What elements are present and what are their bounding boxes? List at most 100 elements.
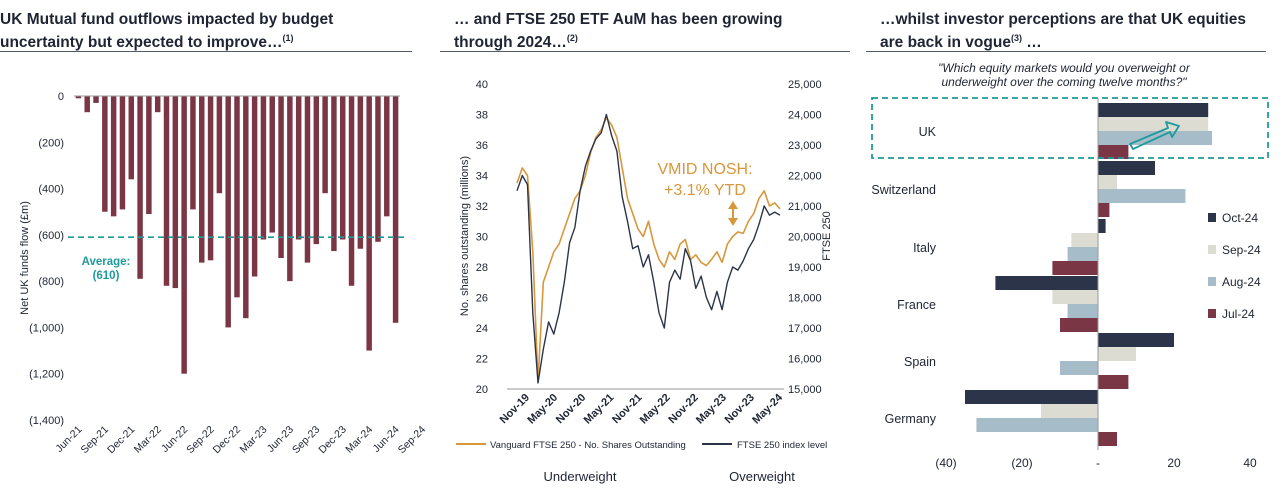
x-tick-label: Dec-23	[316, 424, 349, 457]
left-tick-label: 40	[476, 79, 488, 91]
vmid-annotation-line2: +3.1% YTD	[664, 182, 746, 199]
outflow-bar	[163, 96, 170, 286]
right-axis-label: FTSE 250	[821, 211, 833, 261]
left-tick-label: 26	[476, 293, 488, 305]
market-bar	[1098, 333, 1174, 347]
x-tick-label: Mar-22	[132, 424, 164, 456]
panel1-title: UK Mutual fund outflows impacted by budg…	[0, 10, 333, 52]
outflow-bar	[190, 96, 196, 210]
legend-label: Sep-24	[1222, 243, 1261, 257]
panel1-title-rule	[0, 51, 412, 52]
market-bar	[1098, 145, 1129, 159]
left-tick-label: 22	[476, 354, 488, 366]
x-tick-label: May-22	[638, 392, 673, 427]
outflow-bar	[93, 96, 99, 103]
ftse-line-chart: 20 22 24 26 28 30 32 34 36 38 40 15,000 16,000 17,000…	[456, 79, 833, 484]
outflow-bar	[119, 96, 126, 210]
panel2-title-line2: through 2024…	[454, 34, 567, 52]
vmid-annotation-line1: VMID NOSH:	[657, 161, 752, 178]
average-label: Average:	[82, 256, 131, 268]
legend-swatch	[1208, 245, 1216, 254]
outflow-bar	[278, 96, 284, 258]
market-bar	[1052, 290, 1098, 304]
left-tick-label: 30	[476, 232, 488, 244]
market-bar	[976, 418, 1098, 432]
legend-label: Aug-24	[1222, 275, 1261, 289]
outflow-bar	[243, 96, 249, 319]
left-tick-label: 20	[476, 384, 488, 396]
outflow-bar	[251, 96, 258, 277]
outflow-bar	[322, 96, 328, 194]
x-tick-label: Sep-24	[396, 424, 429, 457]
market-bar	[1098, 175, 1117, 189]
left-tick-label: 38	[476, 110, 488, 122]
category-label: Italy	[913, 241, 937, 255]
y-tick-label: (1,400)	[29, 415, 64, 427]
market-bar	[1098, 432, 1117, 446]
outflow-bar	[181, 96, 187, 374]
left-tick-label: 24	[476, 323, 488, 335]
y-axis-label: Net UK funds flow (£m)	[19, 201, 31, 315]
right-tick-label: 24,000	[788, 110, 822, 122]
market-bar	[1060, 361, 1098, 375]
category-label: UK	[919, 125, 937, 139]
market-bar	[965, 390, 1098, 404]
left-tick-label: 28	[476, 262, 488, 274]
panel1-title-line1: UK Mutual fund outflows impacted by budg…	[0, 11, 334, 28]
x-tick-label: May-23	[694, 392, 729, 427]
outflow-bar	[146, 96, 152, 215]
x-tick-label: Sep-22	[184, 424, 217, 457]
x-tick-label: (40)	[935, 456, 956, 470]
market-bar	[995, 276, 1098, 290]
x-tick-label: 20	[1167, 456, 1181, 470]
outflow-bar	[392, 96, 399, 323]
x-tick-label: Mar-23	[238, 424, 270, 456]
y-tick-label: (1,000)	[29, 322, 64, 334]
outflow-bar	[366, 96, 372, 351]
outflow-bar	[331, 96, 337, 252]
panel-mutual-fund-outflows: UK Mutual fund outflows impacted by budg…	[0, 0, 430, 500]
outflow-bar	[225, 96, 231, 328]
outflow-bar	[110, 96, 117, 217]
panel1-title-line2: uncertainty but expected to improve…	[0, 34, 283, 52]
x-tick-label: Dec-22	[211, 424, 244, 457]
left-tick-label: 32	[476, 201, 488, 213]
legend-label: Jul-24	[1222, 307, 1255, 321]
panel3-title: …whilst investor perceptions are that UK…	[880, 10, 1246, 52]
y-tick-label: (400)	[38, 184, 64, 196]
trend-arrow-icon	[1129, 121, 1180, 150]
panel-ftse250-etf: … and FTSE 250 ETF AuM has been growing …	[440, 0, 850, 500]
outflow-bar	[137, 96, 143, 279]
outflow-bar	[357, 96, 364, 249]
outflow-bar	[234, 96, 240, 298]
x-tick-label: Sep-21	[79, 424, 112, 457]
right-tick-label: 17,000	[788, 323, 822, 335]
market-bar	[1067, 247, 1098, 261]
left-axis-label: No. shares outstanding (millions)	[459, 156, 471, 316]
market-bar	[1098, 375, 1129, 389]
panel2-title-note: (2)	[566, 33, 578, 43]
legend-label: Oct-24	[1222, 211, 1258, 225]
right-tick-label: 15,000	[788, 384, 822, 396]
panel3-title-note: (3)	[1010, 33, 1022, 43]
outflow-bar	[287, 96, 293, 282]
outflow-bar	[339, 96, 346, 240]
panel2-title: … and FTSE 250 ETF AuM has been growing …	[454, 10, 782, 52]
average-value: (610)	[93, 270, 120, 282]
y-tick-label: (600)	[38, 230, 64, 242]
x-tick-label: May-20	[525, 392, 560, 427]
right-tick-label: 19,000	[788, 262, 822, 274]
legend-swatch	[1208, 277, 1216, 286]
overweight-label: Overweight	[729, 469, 795, 484]
panel3-title-line1: …whilst investor perceptions are that UK…	[880, 11, 1247, 28]
outflow-bar	[269, 96, 275, 233]
x-tick-label: Dec-21	[105, 424, 138, 457]
market-bar	[1071, 233, 1098, 247]
uk-highlight-box	[871, 97, 1269, 159]
market-bar	[1052, 261, 1098, 275]
left-tick-label: 36	[476, 140, 488, 152]
panel2-title-line1: … and FTSE 250 ETF AuM has been growing	[454, 11, 783, 28]
y-tick-label: (1,200)	[29, 369, 64, 381]
panel3-title-line2: are back in vogue	[880, 34, 1011, 52]
outflow-bar	[199, 96, 205, 263]
